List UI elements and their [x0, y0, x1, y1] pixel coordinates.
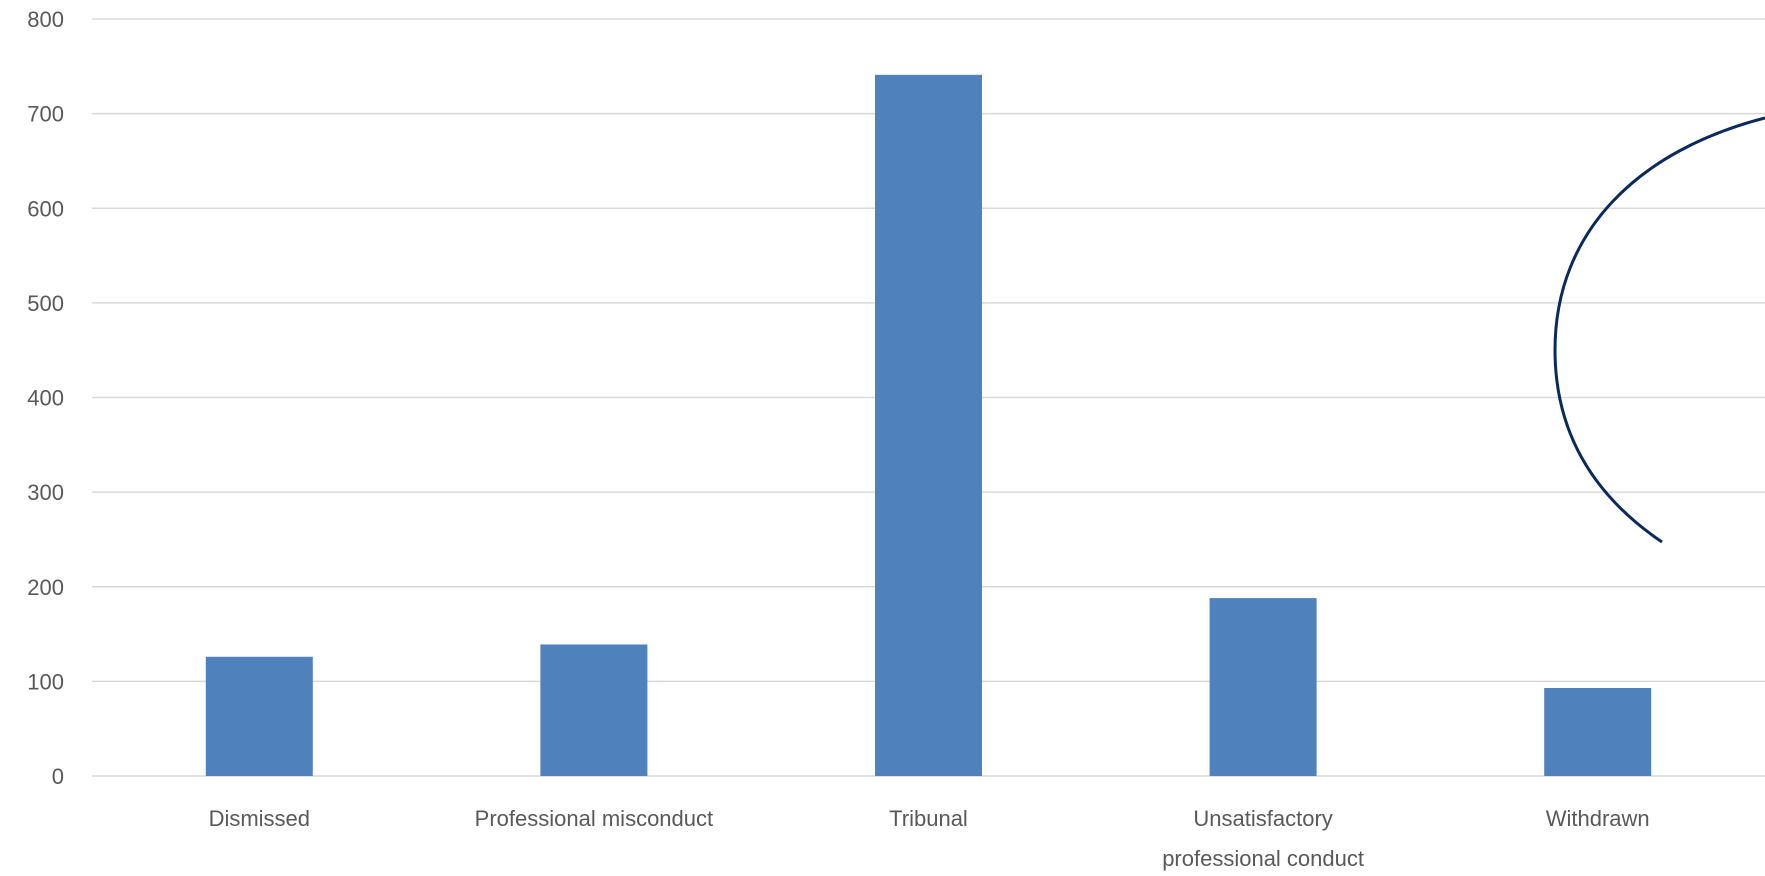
bar-0 [205, 656, 313, 776]
y-tick-label: 100 [27, 669, 64, 694]
bar-4 [1544, 687, 1652, 776]
x-category-label: Professional misconduct [475, 806, 713, 831]
x-category-label: Tribunal [889, 806, 968, 831]
y-tick-label: 400 [27, 386, 64, 411]
y-tick-label: 0 [52, 764, 64, 789]
y-axis-tick-labels: 0 100 200 300 400 500 600 700 800 [27, 7, 64, 789]
highlight-circle-annotation [1553, 116, 1765, 544]
x-category-label: professional conduct [1162, 846, 1364, 871]
y-tick-label: 200 [27, 575, 64, 600]
x-category-label: Dismissed [209, 806, 310, 831]
y-tick-label: 600 [27, 196, 64, 221]
bars [205, 74, 1652, 777]
bar-1 [540, 644, 648, 776]
x-category-label: Withdrawn [1546, 806, 1650, 831]
y-tick-label: 300 [27, 480, 64, 505]
x-axis-category-labels: Dismissed Professional misconduct Tribunal… [209, 806, 1650, 871]
x-category-label: Unsatisfactory [1193, 806, 1332, 831]
bar-3 [1209, 598, 1317, 776]
bar-2 [875, 74, 982, 777]
y-tick-label: 700 [27, 102, 64, 127]
y-tick-label: 500 [27, 291, 64, 316]
y-tick-label: 800 [27, 7, 64, 32]
